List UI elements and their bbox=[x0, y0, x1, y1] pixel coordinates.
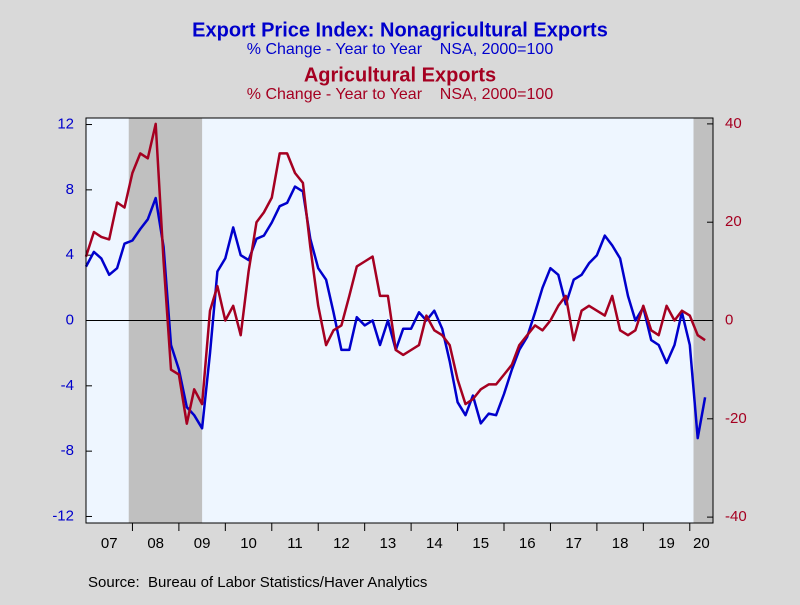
chart-title: Export Price Index: Nonagricultural Expo… bbox=[192, 19, 608, 41]
x-tick-label: 13 bbox=[380, 535, 397, 552]
x-tick-label: 20 bbox=[693, 535, 710, 552]
x-tick-label: 19 bbox=[658, 535, 675, 552]
chart-subtitle: % Change - Year to Year NSA, 2000=100 bbox=[247, 41, 554, 58]
y2-tick-label: -20 bbox=[725, 410, 747, 427]
x-tick-label: 17 bbox=[565, 535, 582, 552]
x-tick-label: 16 bbox=[519, 535, 536, 552]
y-tick-label: -4 bbox=[61, 377, 74, 394]
x-tick-label: 11 bbox=[287, 535, 303, 552]
y2-tick-label: 40 bbox=[725, 115, 742, 132]
y-tick-label: -8 bbox=[61, 442, 74, 459]
x-tick-label: 12 bbox=[333, 535, 350, 552]
back-layer bbox=[86, 118, 713, 523]
series-line bbox=[84, 122, 706, 425]
plot-frame bbox=[85, 117, 714, 524]
y2-tick-label: 20 bbox=[725, 213, 742, 230]
x-tick-label: 18 bbox=[612, 535, 629, 552]
chart-title-2: Agricultural Exports bbox=[304, 64, 496, 86]
front-layer bbox=[84, 122, 713, 531]
y2-tick-label: 0 bbox=[725, 311, 733, 328]
x-tick-label: 14 bbox=[426, 535, 443, 552]
y-tick-label: 12 bbox=[57, 116, 74, 133]
x-tick-label: 08 bbox=[147, 535, 164, 552]
y-tick-label: 8 bbox=[66, 181, 74, 198]
x-tick-label: 09 bbox=[194, 535, 211, 552]
x-tick-label: 10 bbox=[240, 535, 257, 552]
y-tick-label: 0 bbox=[66, 311, 74, 328]
y-tick-label: 4 bbox=[66, 246, 74, 263]
y-tick-label: -12 bbox=[52, 507, 74, 524]
x-tick-label: 15 bbox=[472, 535, 489, 552]
x-tick-label: 07 bbox=[101, 535, 118, 552]
source-note: Source: Bureau of Labor Statistics/Haver… bbox=[88, 574, 427, 591]
y2-tick-label: -40 bbox=[725, 508, 747, 525]
chart-subtitle-2: % Change - Year to Year NSA, 2000=100 bbox=[247, 86, 554, 103]
